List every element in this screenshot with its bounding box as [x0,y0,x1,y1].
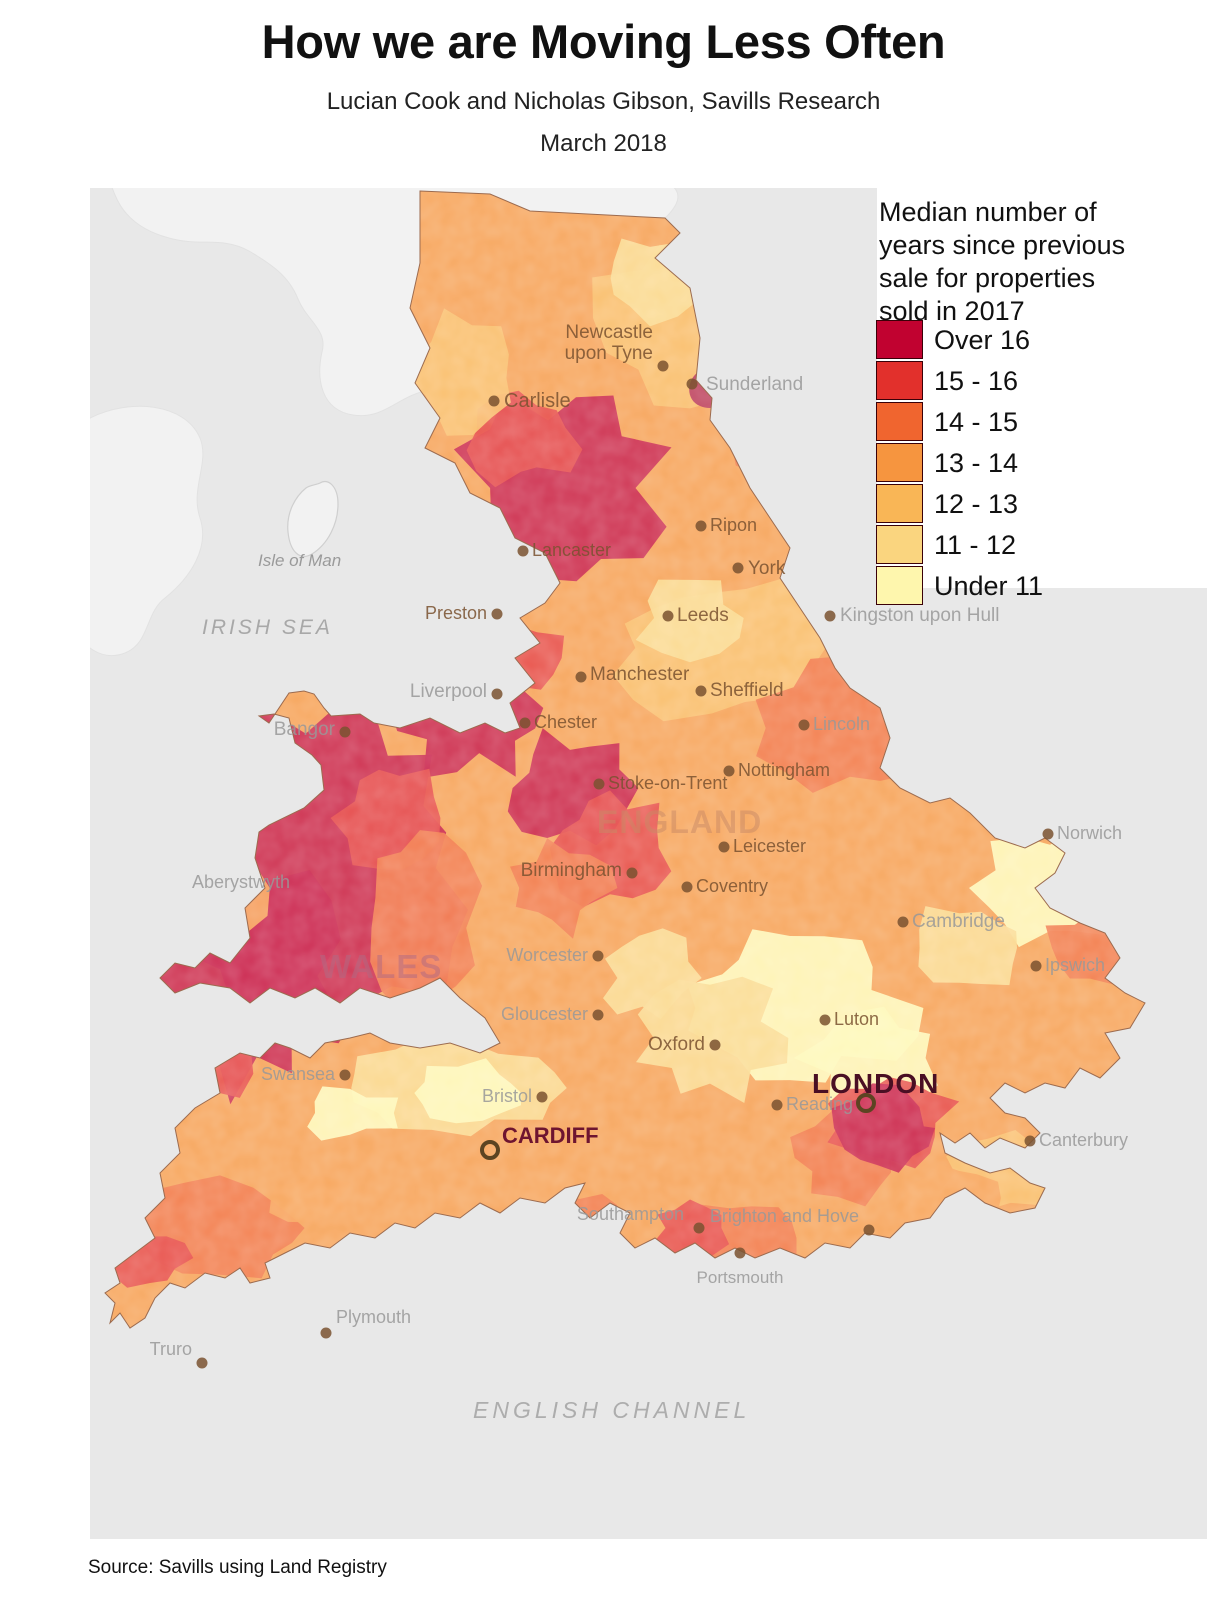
svg-text:Brighton and Hove: Brighton and Hove [710,1206,859,1226]
svg-text:Coventry: Coventry [696,876,768,896]
svg-text:ENGLISH CHANNEL: ENGLISH CHANNEL [473,1397,750,1423]
svg-text:Plymouth: Plymouth [336,1307,411,1327]
svg-text:Luton: Luton [834,1009,879,1029]
svg-text:Ripon: Ripon [710,515,757,535]
svg-text:Isle of Man: Isle of Man [258,551,341,570]
svg-text:Birmingham: Birmingham [521,860,622,881]
svg-text:Worcester: Worcester [506,945,588,965]
svg-text:Liverpool: Liverpool [410,681,487,702]
svg-text:Leeds: Leeds [677,605,729,626]
svg-text:Cambridge: Cambridge [912,911,1005,932]
svg-text:Carlisle: Carlisle [504,390,571,412]
svg-text:Lancaster: Lancaster [532,540,611,560]
svg-text:Preston: Preston [425,603,487,623]
svg-text:Sunderland: Sunderland [706,374,803,395]
svg-text:WALES: WALES [320,948,442,985]
svg-text:Oxford: Oxford [648,1034,705,1055]
svg-text:Portsmouth: Portsmouth [697,1268,784,1287]
svg-text:Ipswich: Ipswich [1045,955,1105,975]
svg-text:Nottingham: Nottingham [738,760,830,780]
svg-text:Norwich: Norwich [1057,823,1122,843]
svg-text:Bristol: Bristol [482,1086,532,1106]
svg-text:Chester: Chester [534,712,597,732]
svg-text:Leicester: Leicester [733,836,806,856]
svg-text:York: York [748,558,786,579]
svg-text:Canterbury: Canterbury [1039,1130,1128,1150]
svg-text:ENGLAND: ENGLAND [597,804,762,840]
svg-text:Aberystwyth: Aberystwyth [192,872,290,892]
svg-text:Kingston upon Hull: Kingston upon Hull [840,605,1000,626]
svg-text:Stoke-on-Trent: Stoke-on-Trent [608,773,727,793]
svg-text:Swansea: Swansea [261,1064,336,1084]
svg-text:CARDIFF: CARDIFF [502,1123,599,1148]
svg-text:Bangor: Bangor [274,719,336,740]
svg-text:Manchester: Manchester [590,664,690,685]
svg-text:IRISH SEA: IRISH SEA [202,616,333,639]
svg-text:Gloucester: Gloucester [501,1004,588,1024]
svg-text:LONDON: LONDON [812,1068,939,1099]
svg-text:Southampton: Southampton [577,1204,684,1224]
svg-text:Lincoln: Lincoln [813,714,870,734]
svg-text:Truro: Truro [150,1339,192,1359]
svg-text:Sheffield: Sheffield [710,680,784,701]
